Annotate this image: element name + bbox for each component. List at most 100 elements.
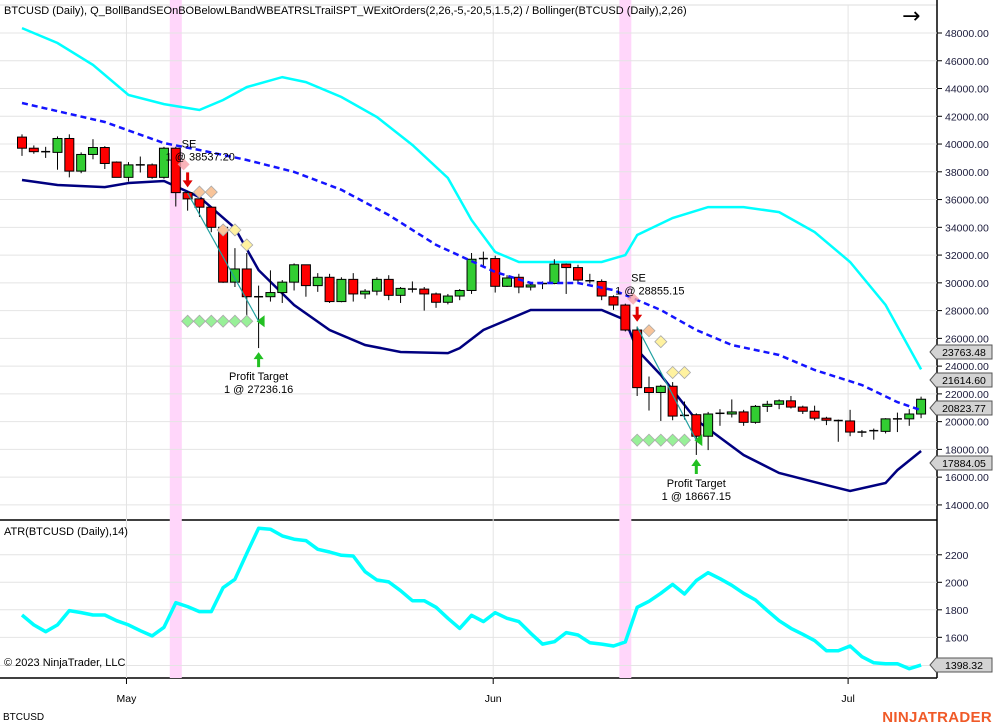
candle [265,270,276,302]
candle [277,280,288,303]
price-tick-label: 16000.00 [945,472,989,484]
candle-body [703,413,714,437]
value-tag-box [929,400,993,416]
value-tag-text: 20823.77 [942,403,986,415]
copyright: © 2023 NinjaTrader, LLC [4,657,126,669]
candle [442,293,453,305]
middle-band-value-tag: 20823.77 [929,400,993,416]
bollinger-lower-band [21,178,922,493]
candle [312,273,323,292]
candle-body [182,192,193,200]
trailing-stop-marker [192,185,207,199]
candle [561,263,572,294]
candle-body [241,268,252,298]
candle-body [64,137,75,172]
candle [726,399,737,418]
candle [348,273,359,302]
candle-body [277,281,288,294]
candle [715,409,725,426]
candle-body [502,277,513,287]
candle [324,273,335,303]
entry-signal-label: SE [182,138,197,150]
candle [206,206,217,233]
candle [774,399,785,410]
candle [620,303,631,332]
candle [336,277,347,303]
candle [892,412,902,433]
price-tick-label: 32000.00 [945,250,989,262]
candle [52,136,63,170]
candle-body [726,411,737,415]
chart-title: BTCUSD (Daily), Q_BollBandSEOnBOBelowLBa… [4,5,687,17]
candle-body [265,292,276,298]
candle-body [691,414,702,437]
profit-target-arrow-icon [691,458,702,474]
trailing-stop-marker [204,185,218,199]
price-tick-label: 22000.00 [945,389,989,401]
price-tick-label: 26000.00 [945,333,989,345]
price-tick-label: 40000.00 [945,139,989,151]
candle [76,152,87,174]
entry-fill-label: 1 @ 38537.20 [166,151,235,163]
candle [135,156,145,173]
entry-fill-label: 1 @ 28855.15 [615,286,684,298]
candle [371,277,382,296]
profit-target-fill-triangle [256,315,265,328]
candle-body [348,278,359,295]
candle-body [821,417,832,421]
candle [17,134,27,156]
exit-fill-label: 1 @ 27236.16 [224,384,293,396]
profit-target-marker [642,433,656,447]
candle [419,287,430,311]
candle-body [454,289,465,297]
candle [454,289,465,301]
value-tag-box [929,657,993,673]
value-tag-box [929,344,993,360]
exit-signal-label: Profit Target [667,478,726,490]
candle-body [573,267,584,281]
price-tick-label: 44000.00 [945,84,989,96]
candle [99,146,110,170]
candle-body [158,147,169,178]
lower-band-value-tag: 17884.05 [929,455,993,471]
candle-body [643,387,654,393]
candle [289,263,300,291]
atr-tick-label: 2200 [945,550,969,562]
signal-highlight-bar [619,0,632,678]
candle [916,396,927,419]
atr-line [20,526,922,671]
candle-body [809,410,820,419]
candle [87,139,98,160]
candle [395,287,406,303]
candle-body [28,147,39,153]
candle-body [147,164,158,178]
candle-body [99,147,110,164]
entry-marker [177,158,190,171]
candle [833,419,843,442]
candle [28,145,39,154]
candle-body [194,198,205,208]
signal-highlight-bar [169,0,182,678]
candle [502,275,513,288]
trailing-stop-marker [228,223,242,237]
candle [158,146,169,179]
candle [632,326,643,396]
candle [549,259,560,285]
candle-body [466,258,477,291]
candle [797,405,808,415]
trailing-stop-marker [654,335,668,349]
candle [431,292,442,308]
candle [407,281,417,293]
atr-tick-label: 1600 [945,632,969,644]
symbol-label: BTCUSD [3,712,45,723]
value-tag-text: 17884.05 [942,458,986,470]
price-tick-label: 24000.00 [945,361,989,373]
value-tag-text: 21614.60 [942,375,986,387]
candle-body [289,264,300,283]
arrow-right-icon[interactable]: → [902,4,921,29]
candle [478,251,488,267]
candle-body [324,276,335,303]
candle-body [797,406,808,412]
candle [857,429,867,437]
